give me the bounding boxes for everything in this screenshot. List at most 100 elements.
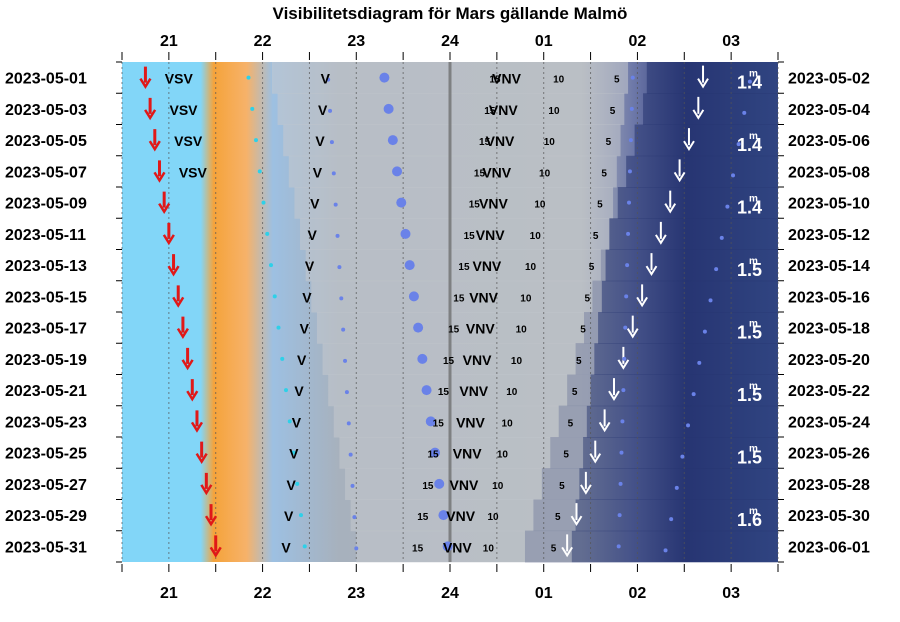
date-label-right: 2023-05-24: [788, 414, 870, 431]
mars-dot: [396, 197, 407, 208]
mars-dot: [417, 353, 428, 364]
date-label-right: 2023-05-16: [788, 289, 870, 306]
night-band: [558, 405, 778, 438]
mars-set-arrow-head: [617, 359, 630, 370]
plot-area: [116, 52, 784, 572]
mars-track-dot: [337, 265, 342, 270]
direction-label: V: [321, 71, 331, 87]
mars-track-dot: [328, 108, 333, 113]
altitude-label: 5: [559, 481, 565, 492]
mars-dot: [379, 72, 390, 83]
altitude-label: 10: [497, 450, 509, 461]
mars-track-dot: [354, 546, 359, 551]
altitude-label: 15: [448, 325, 460, 336]
altitude-label: 5: [593, 231, 599, 242]
date-label-right: 2023-05-06: [788, 133, 870, 150]
magnitude-unit: m: [749, 506, 758, 517]
date-label-left: 2023-05-01: [5, 71, 87, 88]
mars-track-dot: [624, 294, 629, 299]
mars-track-dot: [742, 110, 747, 115]
direction-label: VSV: [165, 71, 194, 87]
moon-dot: [257, 169, 262, 174]
magnitude-label: 1.5: [737, 323, 762, 343]
date-label-right: 2023-05-18: [788, 321, 870, 338]
date-label-right: 2023-05-22: [788, 383, 870, 400]
date-label-right: 2023-05-04: [788, 102, 870, 119]
mars-track-dot: [747, 79, 752, 84]
sunset-arrow-head: [167, 265, 180, 277]
moon-dot: [291, 450, 296, 455]
moon-dot: [295, 481, 300, 486]
date-label-left: 2023-05-15: [5, 289, 87, 306]
magnitude-label: 1.4: [737, 135, 762, 155]
altitude-label: 5: [614, 75, 620, 86]
mars-up-band: [339, 437, 584, 469]
direction-label: VNV: [472, 258, 501, 274]
altitude-label: 10: [516, 325, 528, 336]
altitude-label: 15: [412, 543, 424, 554]
mars-up-band: [350, 499, 576, 532]
altitude-label: 10: [534, 200, 546, 211]
direction-label: VNV: [476, 227, 505, 243]
magnitude-unit: m: [749, 444, 758, 455]
mars-track-dot: [331, 171, 336, 176]
mars-set-arrow-head: [580, 484, 592, 495]
altitude-label: 5: [584, 293, 590, 304]
mars-track-dot: [629, 106, 634, 111]
moon-dot: [250, 106, 255, 111]
direction-label: VNV: [446, 508, 475, 524]
mars-dot: [434, 478, 445, 489]
mars-dot: [413, 322, 424, 333]
date-label-left: 2023-05-19: [5, 352, 87, 369]
mars-track-dot: [343, 358, 348, 363]
mars-track-dot: [618, 481, 623, 486]
altitude-label: 15: [464, 231, 476, 242]
mars-set-arrow-head: [636, 296, 648, 308]
moon-dot: [287, 419, 292, 424]
x-tick-label-top: 01: [535, 33, 553, 50]
direction-label: V: [292, 414, 302, 430]
altitude-label: 15: [479, 137, 491, 148]
mars-set-arrow-head: [655, 234, 667, 245]
mars-set-arrow-head: [664, 203, 677, 214]
altitude-label: 15: [438, 387, 450, 398]
x-tick-label-bottom: 01: [535, 585, 553, 602]
altitude-label: 10: [483, 543, 495, 554]
mars-dot: [438, 510, 449, 521]
night-band: [584, 312, 778, 344]
date-label-left: 2023-05-23: [5, 414, 87, 431]
altitude-label: 5: [576, 356, 582, 367]
mars-track-dot: [663, 548, 668, 553]
altitude-label: 5: [568, 418, 574, 429]
magnitude-label: 1.5: [737, 385, 762, 405]
mars-track-dot: [708, 298, 713, 303]
direction-label: VSV: [169, 102, 198, 118]
date-label-right: 2023-05-12: [788, 227, 870, 244]
night-band: [592, 280, 778, 313]
sunset-arrow-head: [139, 77, 152, 89]
mars-track-dot: [626, 200, 631, 205]
direction-label: VNV: [466, 321, 495, 337]
mars-up-band: [316, 312, 599, 344]
mars-track-dot: [335, 233, 340, 238]
mars-up-band: [322, 343, 595, 375]
sunset-arrow-head: [204, 515, 218, 527]
mars-track-dot: [621, 388, 626, 393]
date-label-left: 2023-05-03: [5, 102, 87, 119]
mars-track-dot: [628, 138, 633, 143]
moon-dot: [284, 388, 288, 393]
x-tick-label-bottom: 23: [347, 585, 365, 602]
x-tick-label-top: 03: [722, 33, 740, 50]
direction-label: VNV: [463, 352, 492, 368]
altitude-label: 5: [606, 137, 612, 148]
mars-track-dot: [736, 142, 741, 147]
direction-label: VNV: [486, 133, 515, 149]
x-tick-label-top: 23: [347, 33, 365, 50]
altitude-label: 10: [487, 512, 499, 523]
night-band: [617, 187, 778, 219]
mars-track-dot: [731, 173, 736, 178]
altitude-label: 10: [492, 481, 504, 492]
mars-dot: [392, 166, 403, 177]
chart-title: Visibilitetsdiagram för Mars gällande Ma…: [273, 4, 628, 23]
